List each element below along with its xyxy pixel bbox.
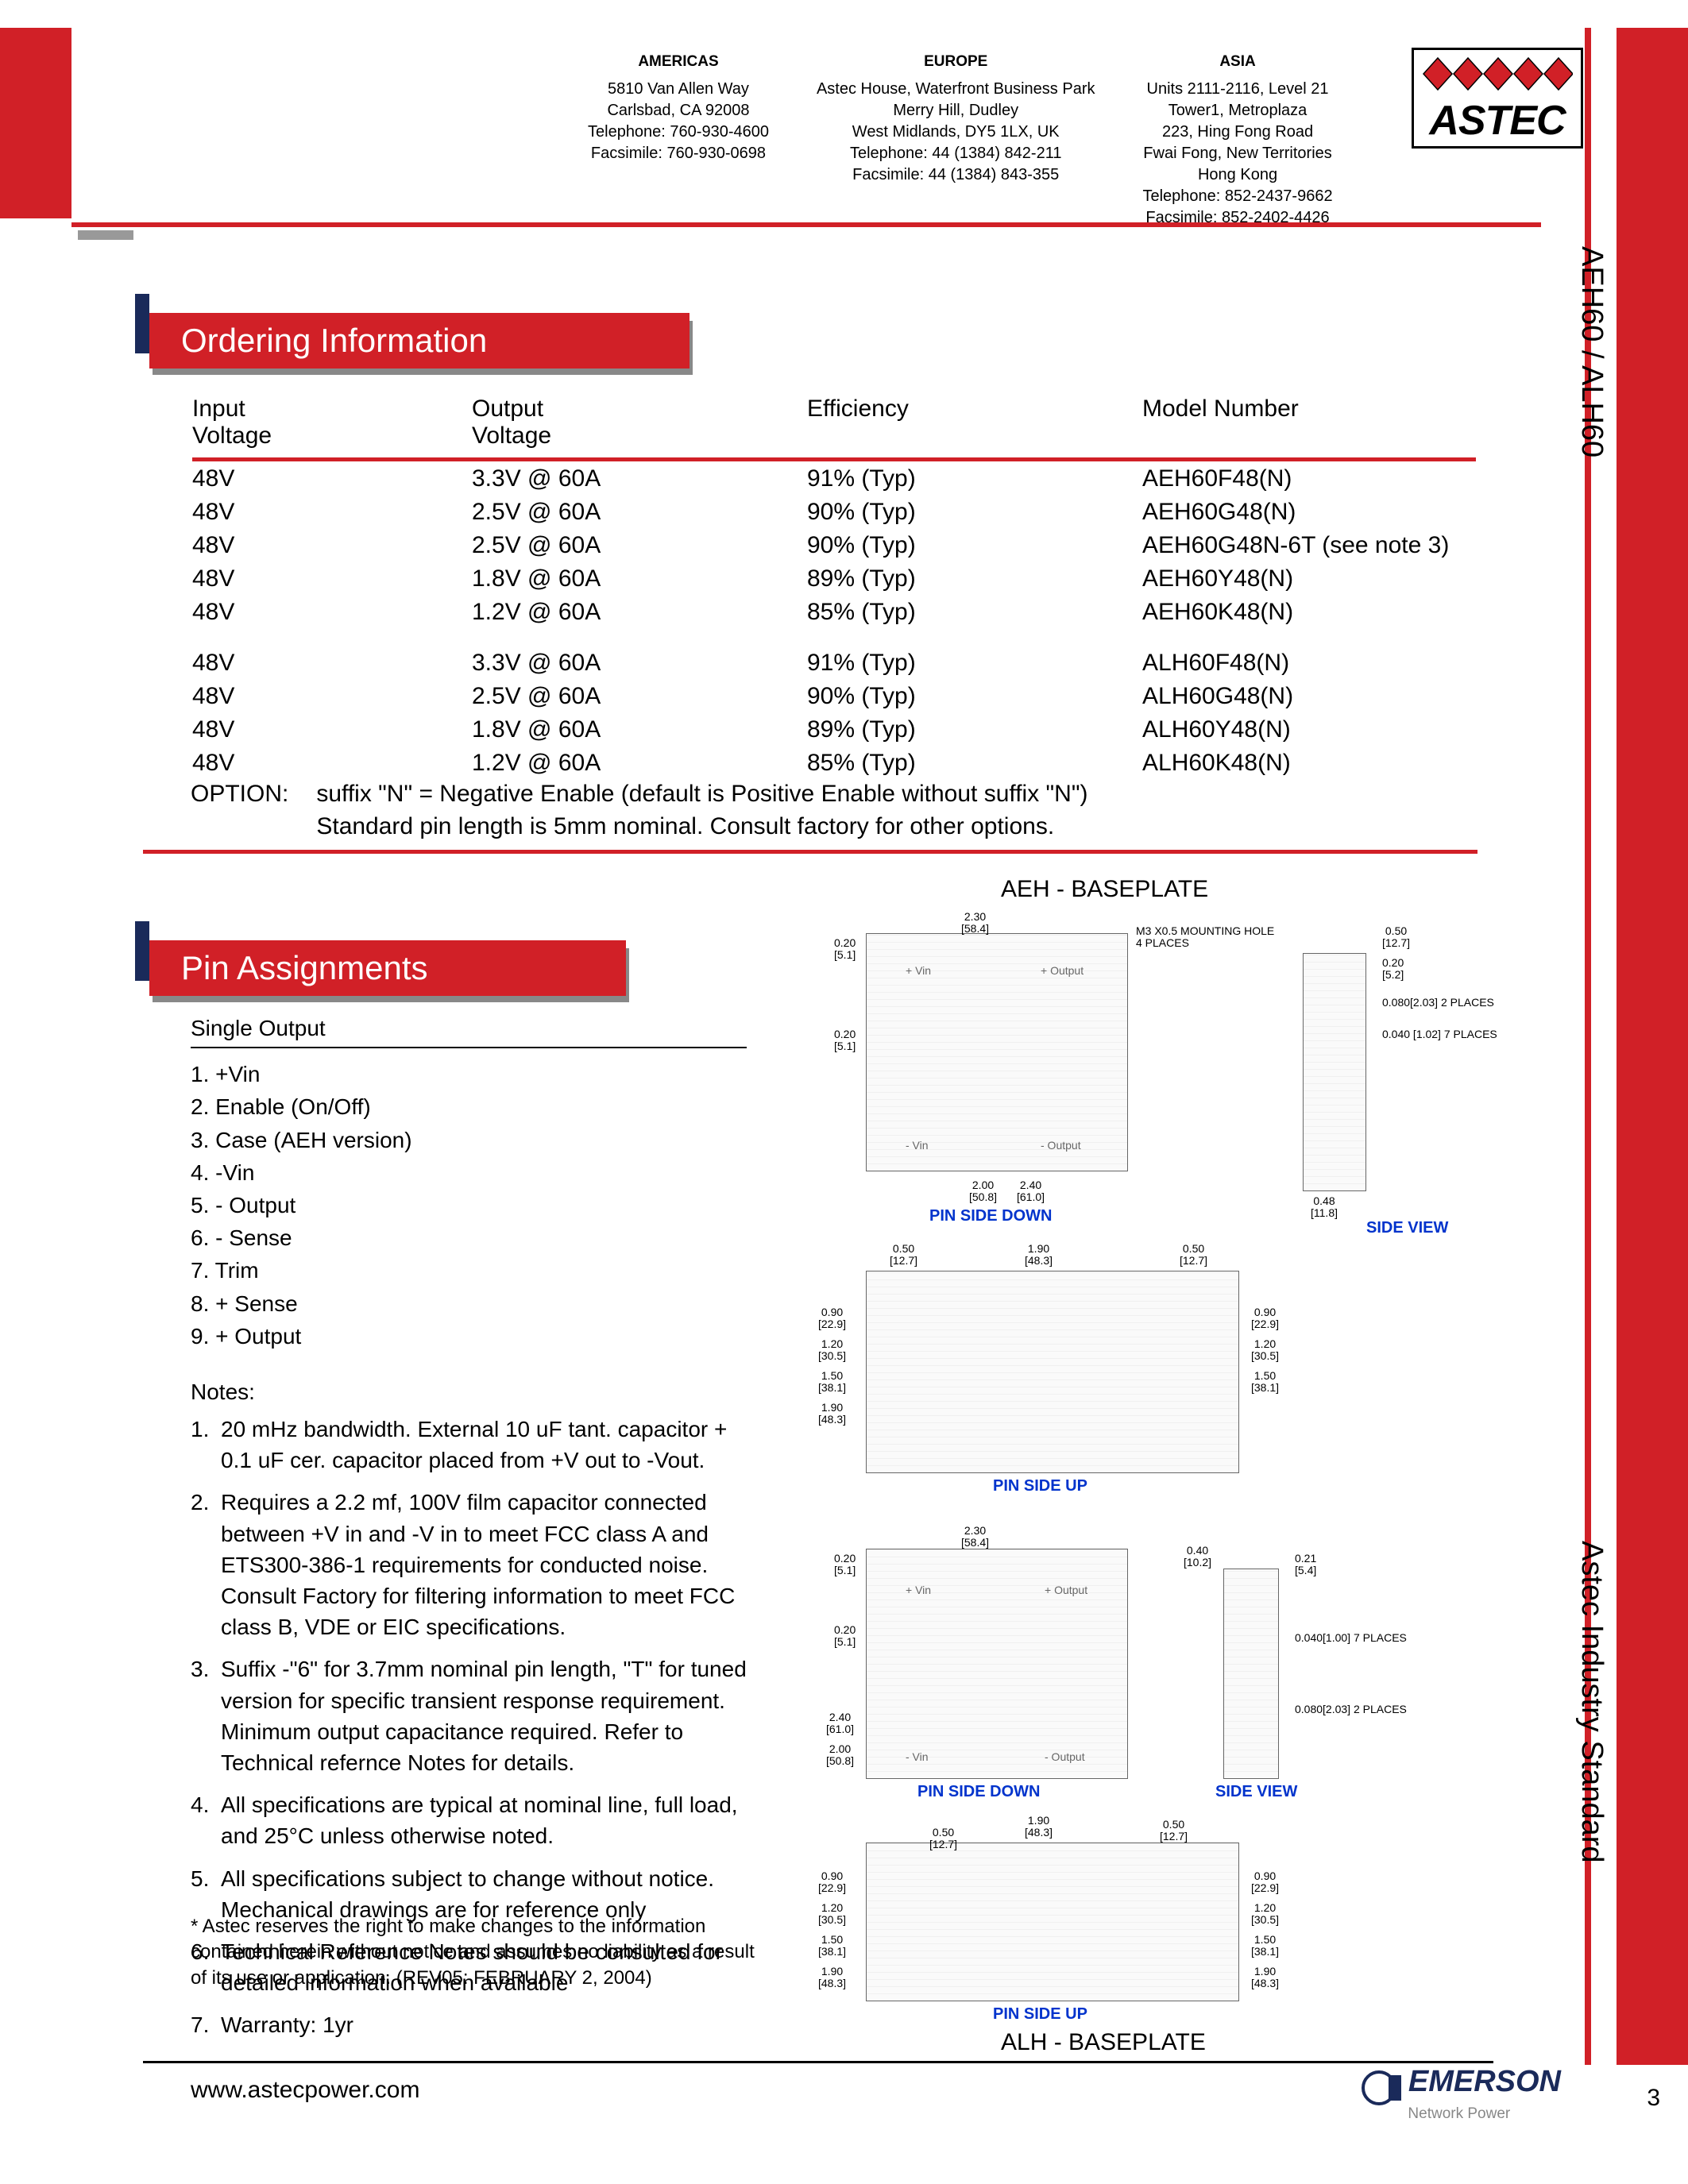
note-item: 7.Warranty: 1yr — [191, 2009, 747, 2040]
label-pin-down: PIN SIDE DOWN — [929, 1207, 1052, 1225]
notes-heading: Notes: — [191, 1376, 747, 1407]
logo-text: ASTEC — [1422, 97, 1573, 145]
pin-item: 5. - Output — [191, 1189, 747, 1221]
table-row: 48V1.2V @ 60A85% (Typ)AEH60K48(N) — [192, 596, 1476, 628]
contact-americas: AMERICAS 5810 Van Allen Way Carlsbad, CA… — [588, 52, 769, 229]
pin-subhead: Single Output — [191, 1013, 747, 1048]
table-row: 48V1.8V @ 60A89% (Typ)ALH60Y48(N) — [192, 714, 1476, 746]
label-pin-up: PIN SIDE UP — [993, 1477, 1087, 1495]
aeh-side-panel — [1303, 953, 1366, 1191]
pin-item: 1. +Vin — [191, 1058, 747, 1090]
col-model-number: Model Number — [1142, 391, 1476, 456]
alh-side-panel — [1223, 1569, 1279, 1779]
table-row: 48V2.5V @ 60A90% (Typ)AEH60G48N-6T (see … — [192, 530, 1476, 561]
emerson-icon — [1362, 2070, 1404, 2105]
disclaimer-text: * Astec reserves the right to make chang… — [191, 1914, 763, 1991]
heading-ordering: Ordering Information — [135, 294, 689, 353]
emerson-logo: EMERSON Network Power — [1362, 2065, 1561, 2123]
contact-europe: EUROPE Astec House, Waterfront Business … — [817, 52, 1095, 229]
col-input-voltage: InputVoltage — [192, 391, 470, 456]
heading-pin: Pin Assignments — [135, 921, 626, 981]
side-title-standard: Astec Industry Standard — [1574, 1541, 1609, 1863]
region-label: EUROPE — [817, 52, 1095, 72]
pin-item: 4. -Vin — [191, 1156, 747, 1189]
label-pin-up: PIN SIDE UP — [993, 2005, 1087, 2024]
page-number: 3 — [1647, 2085, 1660, 2112]
contact-asia: ASIA Units 2111-2116, Level 21 Tower1, M… — [1142, 52, 1332, 229]
pin-item: 8. + Sense — [191, 1287, 747, 1320]
pin-item: 7. Trim — [191, 1254, 747, 1287]
table-row: 48V3.3V @ 60A91% (Typ)ALH60F48(N) — [192, 647, 1476, 679]
side-title-product: AEH60 / ALH60 — [1574, 246, 1609, 457]
aeh-baseplate-title: AEH - BASEPLATE — [1001, 876, 1208, 903]
red-corner-strip — [0, 28, 71, 218]
table-row: 48V3.3V @ 60A91% (Typ)AEH60F48(N) — [192, 463, 1476, 495]
note-item: 4.All specifications are typical at nomi… — [191, 1789, 747, 1851]
note-item: 3.Suffix -"6" for 3.7mm nominal pin leng… — [191, 1653, 747, 1778]
ordering-table: InputVoltage OutputVoltage Efficiency Mo… — [191, 389, 1477, 781]
table-row: 48V2.5V @ 60A90% (Typ)AEH60G48(N) — [192, 496, 1476, 528]
region-label: ASIA — [1142, 52, 1332, 72]
note-item: 1.20 mHz bandwidth. External 10 uF tant.… — [191, 1414, 747, 1476]
header-separator — [71, 222, 1541, 227]
section-separator — [143, 850, 1477, 854]
label-side-view: SIDE VIEW — [1366, 1219, 1448, 1237]
header-shadow — [78, 230, 133, 240]
label-side-view: SIDE VIEW — [1215, 1783, 1297, 1801]
pin-item: 2. Enable (On/Off) — [191, 1090, 747, 1123]
option-text: OPTION: suffix "N" = Negative Enable (de… — [191, 778, 1462, 843]
col-output-voltage: OutputVoltage — [472, 391, 805, 456]
pin-item: 6. - Sense — [191, 1221, 747, 1254]
alh-baseplate-title: ALH - BASEPLATE — [1001, 2029, 1206, 2056]
table-header-row: InputVoltage OutputVoltage Efficiency Mo… — [192, 391, 1476, 456]
region-label: AMERICAS — [588, 52, 769, 72]
footer-separator — [143, 2061, 1493, 2063]
pin-content: Single Output 1. +Vin2. Enable (On/Off)3… — [191, 1013, 747, 2051]
mechanical-drawings: 2.30 [58.4] 0.20 [5.1] 0.20 [5.1] + Vin … — [810, 909, 1501, 2013]
footer-url: www.astecpower.com — [191, 2077, 419, 2104]
red-side-strip — [1617, 28, 1688, 2065]
col-efficiency: Efficiency — [807, 391, 1141, 456]
note-item: 2.Requires a 2.2 mf, 100V film capacitor… — [191, 1487, 747, 1642]
heading-text: Pin Assignments — [149, 940, 626, 996]
pin-list: 1. +Vin2. Enable (On/Off)3. Case (AEH ve… — [191, 1058, 747, 1352]
aeh-pin-up-panel — [866, 1271, 1239, 1473]
heading-text: Ordering Information — [149, 313, 689, 369]
pin-item: 3. Case (AEH version) — [191, 1124, 747, 1156]
label-pin-down: PIN SIDE DOWN — [917, 1783, 1040, 1801]
alh-pin-up-panel — [866, 1843, 1239, 2001]
header-contacts: AMERICAS 5810 Van Allen Way Carlsbad, CA… — [588, 52, 1333, 229]
table-row: 48V2.5V @ 60A90% (Typ)ALH60G48(N) — [192, 681, 1476, 712]
table-row: 48V1.8V @ 60A89% (Typ)AEH60Y48(N) — [192, 563, 1476, 595]
astec-logo: ASTEC — [1406, 48, 1589, 149]
diamond-icon — [1422, 55, 1573, 93]
pin-item: 9. + Output — [191, 1320, 747, 1352]
table-row: 48V1.2V @ 60A85% (Typ)ALH60K48(N) — [192, 747, 1476, 779]
